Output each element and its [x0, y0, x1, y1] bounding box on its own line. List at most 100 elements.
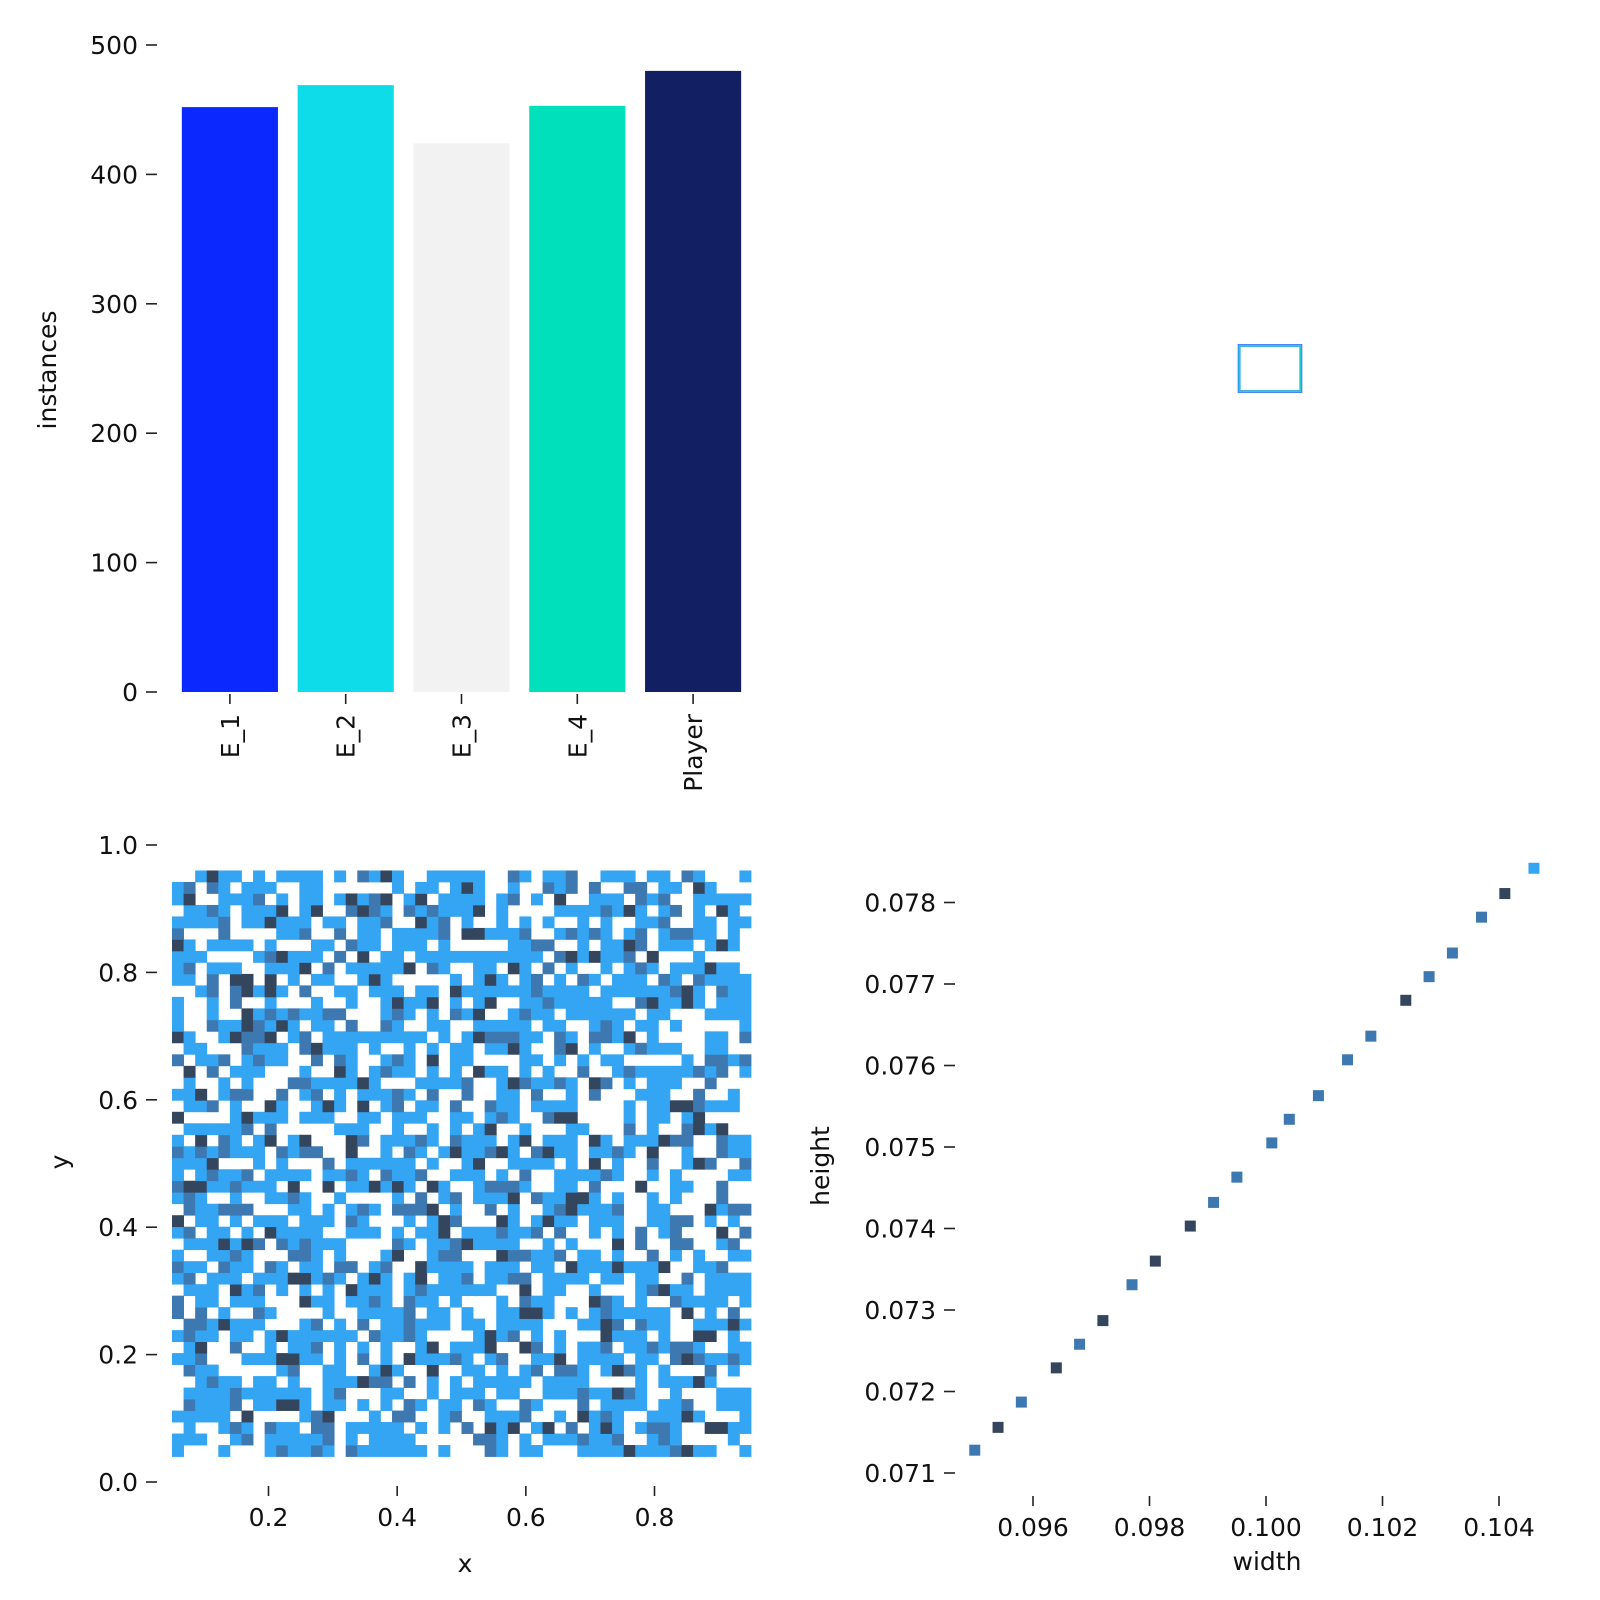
heatmap-cell: [206, 1157, 219, 1170]
heatmap-cell: [264, 1272, 277, 1285]
heatmap-cell: [565, 1123, 578, 1136]
heatmap-cell: [322, 1019, 335, 1032]
heatmap-cell: [519, 1295, 532, 1308]
heatmap-cell: [554, 1146, 567, 1159]
heatmap-cell: [276, 1019, 289, 1032]
heatmap-cell: [704, 1077, 717, 1090]
heatmap-cell: [716, 1146, 729, 1159]
heatmap-cell: [206, 1169, 219, 1182]
heatmap-cell: [646, 1353, 659, 1365]
heatmap-cell: [276, 1169, 289, 1182]
heatmap-cell: [334, 1042, 347, 1055]
heatmap-cell: [195, 1318, 208, 1331]
heatmap-cell: [449, 904, 462, 917]
heatmap-cell: [658, 1042, 671, 1055]
heatmap-cell: [461, 904, 474, 917]
heatmap-cell: [623, 1111, 636, 1124]
heatmap-cell: [334, 1330, 347, 1343]
heatmap-cell: [519, 1410, 532, 1423]
heatmap-cell: [310, 1445, 323, 1457]
heatmap-cell: [716, 1054, 729, 1067]
heatmap-cell: [496, 950, 509, 963]
heatmap-cell: [218, 1180, 231, 1193]
heatmap-cell: [264, 1008, 277, 1021]
heatmap-cell: [276, 1157, 289, 1170]
heatmap-cell: [392, 1445, 404, 1457]
heatmap-cell: [461, 1284, 474, 1297]
heatmap-cell: [253, 1284, 266, 1297]
heatmap-cell: [554, 1019, 567, 1032]
heatmap-cell: [426, 1284, 439, 1297]
heatmap-cell: [449, 1376, 462, 1388]
heatmap-cell: [299, 1146, 312, 1159]
heatmap-cell: [681, 1157, 694, 1170]
heatmap-cell: [727, 1100, 740, 1113]
heatmap-cell: [438, 1249, 451, 1262]
heatmap-cell: [380, 1433, 393, 1446]
heatmap-cell: [310, 904, 323, 917]
heatmap-cell: [704, 1422, 717, 1434]
heatmap-cell: [577, 1387, 590, 1400]
heatmap-cell: [172, 1261, 184, 1274]
heatmap-cell: [554, 904, 567, 917]
heatmap-cell: [403, 1169, 416, 1182]
heatmap-cell: [612, 1261, 625, 1274]
heatmap-cell: [183, 1226, 196, 1239]
heatmap-cell: [276, 1433, 289, 1446]
heatmap-cell: [195, 1261, 208, 1274]
heatmap-cell: [183, 1031, 196, 1044]
heatmap-cell: [739, 1272, 752, 1285]
scatter-x-axis-label: width: [1233, 1547, 1302, 1576]
heatmap-cell: [287, 1422, 300, 1434]
heatmap-cell: [461, 1169, 474, 1182]
heatmap-cell: [368, 1261, 381, 1274]
scatter-y-axis-label: height: [806, 1126, 835, 1206]
heatmap-cell: [264, 881, 277, 894]
heatmap-cell: [310, 950, 323, 963]
heatmap-cell: [253, 1146, 266, 1159]
heatmap-cell: [195, 1123, 208, 1136]
heatmap-cell: [565, 1077, 578, 1090]
heatmap-cell: [461, 1226, 474, 1239]
heatmap-cell: [380, 1100, 393, 1113]
heatmap-cell: [195, 1376, 208, 1388]
heatmap-cell: [693, 1410, 706, 1423]
heatmap-cell: [542, 1146, 555, 1159]
heatmap-cell: [473, 1238, 486, 1251]
heatmap-cell: [658, 939, 671, 952]
heatmap-cell: [449, 1111, 462, 1124]
heatmap-cell: [565, 1261, 578, 1274]
heatmap-cell: [635, 939, 648, 952]
heatmap-cell: [449, 1238, 462, 1251]
heatmap-cell: [496, 927, 509, 940]
heatmap-cell: [693, 1100, 706, 1113]
heatmap-cell: [403, 1238, 416, 1251]
heatmap-cell: [183, 1261, 196, 1274]
heatmap-cell: [334, 985, 347, 998]
heatmap-cell: [681, 985, 694, 998]
heatmap-cell: [334, 1123, 347, 1136]
heatmap-cell: [183, 1341, 196, 1354]
heatmap-cell: [704, 962, 717, 975]
heatmap-cell: [229, 1169, 242, 1182]
heatmap-cell: [241, 1065, 254, 1078]
heatmap-cell: [299, 927, 312, 940]
heatmap-cell: [739, 870, 752, 883]
heatmap-cell: [635, 904, 648, 917]
heatmap-cell: [484, 1146, 497, 1159]
heatmap-cell: [415, 1169, 428, 1182]
heatmap-cell: [276, 927, 289, 940]
heatmap-cell: [542, 1215, 555, 1228]
heatmap-cell: [693, 916, 706, 929]
heatmap-cell: [461, 1031, 474, 1044]
heatmap-cell: [392, 881, 404, 894]
heatmap-cell: [357, 904, 370, 917]
heatmap-cell: [519, 1226, 532, 1239]
heatmap-cell: [172, 1330, 184, 1343]
heatmap-cell: [473, 1157, 486, 1170]
heatmap-cell: [461, 1261, 474, 1274]
heatmap-cell: [357, 893, 370, 906]
heatmap-cell: [635, 1272, 648, 1285]
heatmap-cell: [669, 962, 682, 975]
